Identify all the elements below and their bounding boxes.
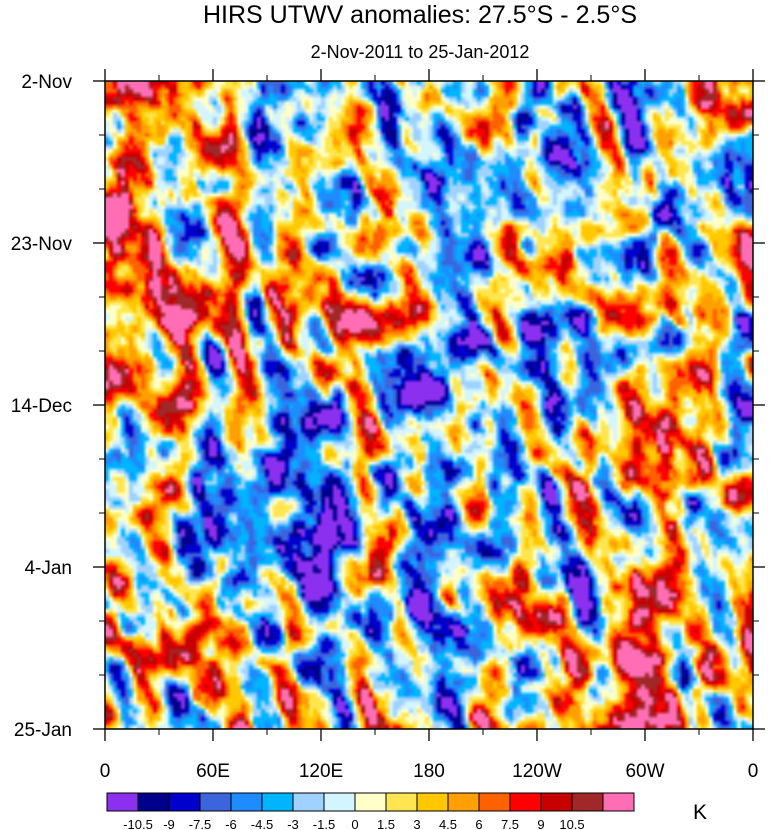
colorbar-swatch bbox=[540, 792, 573, 812]
y-tick-label: 14-Dec bbox=[11, 396, 72, 417]
x-tick-label: 60W bbox=[625, 761, 664, 782]
colorbar-unit: K bbox=[693, 801, 707, 824]
x-tick-label: 0 bbox=[100, 761, 111, 782]
y-tick-label: 4-Jan bbox=[24, 558, 72, 579]
colorbar-label: 4.5 bbox=[439, 817, 457, 830]
y-tick-label: 23-Nov bbox=[11, 234, 73, 255]
y-tick-label: 25-Jan bbox=[14, 720, 72, 741]
x-tick-label: 0 bbox=[748, 761, 759, 782]
colorbar-swatch bbox=[602, 792, 635, 812]
colorbar-swatch bbox=[323, 792, 356, 812]
x-tick-label: 120E bbox=[299, 761, 343, 782]
colorbar-label: 10.5 bbox=[559, 817, 584, 830]
colorbar-swatch bbox=[199, 792, 232, 812]
colorbar-swatch bbox=[385, 792, 418, 812]
colorbar-swatch bbox=[478, 792, 511, 812]
colorbar-swatch bbox=[416, 792, 449, 812]
colorbar-label: -3 bbox=[287, 817, 299, 830]
heatmap-image bbox=[105, 81, 753, 729]
colorbar-label: 3 bbox=[413, 817, 420, 830]
colorbar-label: -1.5 bbox=[313, 817, 335, 830]
colorbar-swatch bbox=[354, 792, 387, 812]
colorbar-swatch bbox=[106, 792, 139, 812]
heatmap-field bbox=[105, 81, 753, 729]
x-tick-label: 120W bbox=[512, 761, 562, 782]
plot-area: 0 60E 120E 180 120W 60W 0 2-Nov 23-Nov 14-Dec 4-J… bbox=[11, 69, 765, 782]
colorbar-label: -6 bbox=[225, 817, 237, 830]
x-tick-label: 60E bbox=[196, 761, 230, 782]
colorbar-swatch bbox=[571, 792, 604, 812]
colorbar-label: 0 bbox=[351, 817, 358, 830]
colorbar-label: 6 bbox=[475, 817, 482, 830]
colorbar-label: -9 bbox=[163, 817, 175, 830]
colorbar-swatch bbox=[230, 792, 263, 812]
colorbar-label: 7.5 bbox=[501, 817, 519, 830]
colorbar-swatch bbox=[447, 792, 480, 812]
colorbar-swatch bbox=[137, 792, 170, 812]
y-tick-label: 2-Nov bbox=[21, 72, 72, 93]
colorbar-label: -7.5 bbox=[189, 817, 211, 830]
y-axis: 2-Nov 23-Nov 14-Dec 4-Jan 25-Jan bbox=[11, 72, 765, 741]
colorbar-swatch bbox=[509, 792, 542, 812]
colorbar-label: -4.5 bbox=[251, 817, 273, 830]
colorbar: -10.5 -9 -7.5 -6 -4.5 -3 -1.5 0 1.5 3 4.5 6 7.5 9 10.5 bbox=[106, 792, 635, 830]
colorbar-label: 9 bbox=[537, 817, 544, 830]
x-axis: 0 60E 120E 180 120W 60W 0 bbox=[100, 69, 759, 782]
x-tick-label: 180 bbox=[413, 761, 445, 782]
colorbar-label: 1.5 bbox=[377, 817, 395, 830]
colorbar-swatch bbox=[168, 792, 201, 812]
colorbar-swatch bbox=[292, 792, 325, 812]
chart-title: HIRS UTWV anomalies: 27.5°S - 2.5°S bbox=[203, 1, 637, 29]
chart-subtitle: 2-Nov-2011 to 25-Jan-2012 bbox=[311, 42, 530, 62]
colorbar-label: -10.5 bbox=[123, 817, 153, 830]
colorbar-swatch bbox=[261, 792, 294, 812]
